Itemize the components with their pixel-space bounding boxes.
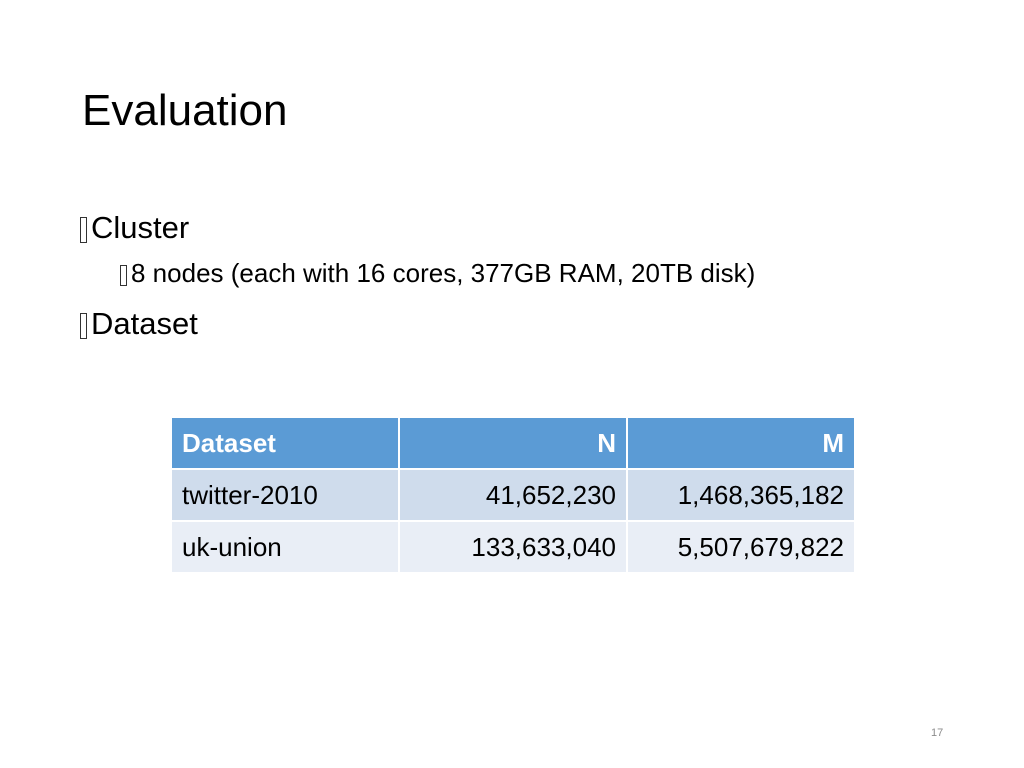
header-cell: Dataset (172, 418, 398, 468)
table-row: uk-union 133,633,040 5,507,679,822 (172, 522, 854, 572)
bullet: Dataset (80, 306, 198, 342)
cell: 5,507,679,822 (628, 522, 854, 572)
table-row: twitter-2010 41,652,230 1,468,365,182 (172, 470, 854, 520)
header-cell: M (628, 418, 854, 468)
bullet-text: 8 nodes (each with 16 cores, 377GB RAM, … (131, 258, 756, 288)
slide-title: Evaluation (82, 86, 288, 135)
cell: 133,633,040 (400, 522, 626, 572)
page-number: 17 (931, 727, 944, 739)
bullet: Cluster (80, 210, 189, 246)
cell: uk-union (172, 522, 398, 572)
header-row: Dataset N M (172, 418, 854, 468)
sub-bullet: 8 nodes (each with 16 cores, 377GB RAM, … (120, 258, 755, 289)
cell: twitter-2010 (172, 470, 398, 520)
cell: 41,652,230 (400, 470, 626, 520)
bullet-text: Dataset (91, 306, 198, 341)
bullet-text: Cluster (91, 210, 190, 245)
data-table: Dataset N M twitter-2010 41,652,230 1,46… (170, 416, 856, 574)
cell: 1,468,365,182 (628, 470, 854, 520)
header-cell: N (400, 418, 626, 468)
